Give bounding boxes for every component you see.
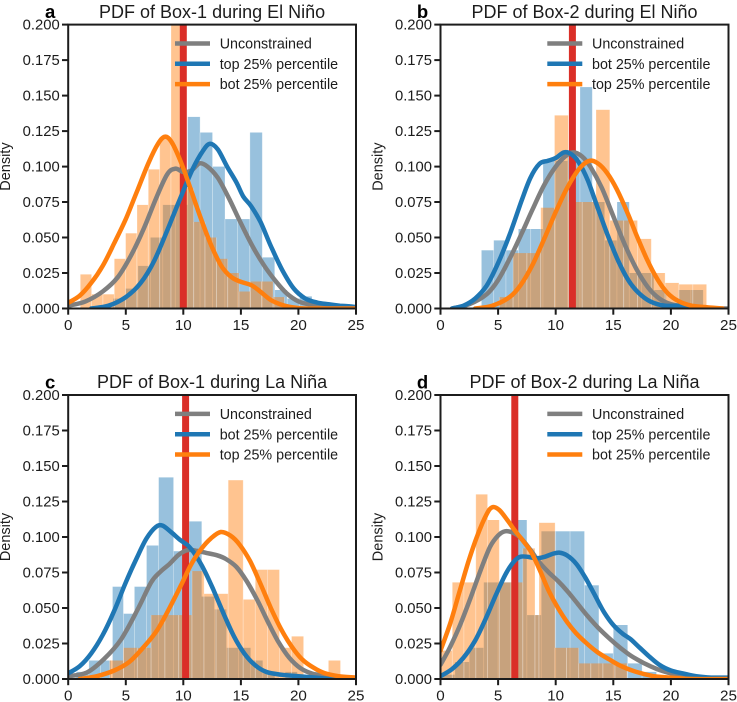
- svg-text:25: 25: [348, 688, 365, 702]
- svg-text:top 25% percentile: top 25% percentile: [592, 77, 710, 93]
- svg-text:5: 5: [122, 688, 130, 702]
- svg-text:0.125: 0.125: [395, 124, 432, 140]
- svg-text:top 25% percentile: top 25% percentile: [220, 448, 338, 464]
- svg-text:0.050: 0.050: [23, 231, 60, 247]
- svg-text:0.175: 0.175: [395, 424, 432, 440]
- svg-text:0.075: 0.075: [23, 566, 60, 582]
- svg-text:25: 25: [720, 688, 737, 702]
- svg-text:top 25% percentile: top 25% percentile: [220, 57, 338, 73]
- svg-text:0.000: 0.000: [23, 672, 60, 688]
- svg-text:Density: Density: [0, 512, 14, 561]
- svg-text:0.150: 0.150: [23, 89, 60, 105]
- svg-text:0.075: 0.075: [395, 566, 432, 582]
- svg-text:0.000: 0.000: [23, 302, 60, 318]
- svg-text:0: 0: [436, 317, 444, 334]
- svg-text:Density: Density: [370, 512, 386, 561]
- svg-text:0.125: 0.125: [23, 124, 60, 140]
- svg-text:10: 10: [175, 688, 192, 702]
- svg-text:Density: Density: [0, 142, 14, 191]
- svg-text:0.200: 0.200: [23, 18, 60, 34]
- svg-text:15: 15: [232, 317, 249, 334]
- svg-text:PDF of Box-2 during La Niña: PDF of Box-2 during La Niña: [469, 372, 700, 392]
- svg-text:0.025: 0.025: [395, 637, 432, 653]
- svg-text:Density: Density: [370, 142, 386, 191]
- svg-text:25: 25: [348, 317, 365, 334]
- svg-text:bot 25% percentile: bot 25% percentile: [592, 57, 710, 73]
- svg-text:0.050: 0.050: [395, 601, 432, 617]
- svg-text:0.175: 0.175: [395, 53, 432, 69]
- svg-text:d: d: [417, 372, 428, 393]
- svg-text:0.175: 0.175: [23, 53, 60, 69]
- svg-text:top 25% percentile: top 25% percentile: [592, 427, 710, 443]
- svg-text:0.025: 0.025: [23, 266, 60, 282]
- svg-text:15: 15: [232, 688, 249, 702]
- svg-text:bot 25% percentile: bot 25% percentile: [592, 448, 710, 464]
- svg-text:0.175: 0.175: [23, 424, 60, 440]
- svg-text:10: 10: [547, 688, 564, 702]
- svg-text:bot 25% percentile: bot 25% percentile: [220, 77, 338, 93]
- svg-text:0.150: 0.150: [395, 459, 432, 475]
- svg-text:0.075: 0.075: [395, 195, 432, 211]
- svg-text:5: 5: [494, 688, 502, 702]
- svg-text:0: 0: [64, 688, 72, 702]
- svg-text:15: 15: [605, 688, 622, 702]
- svg-text:20: 20: [662, 688, 679, 702]
- svg-text:0.000: 0.000: [395, 672, 432, 688]
- svg-text:15: 15: [605, 317, 622, 334]
- svg-text:5: 5: [122, 317, 130, 334]
- svg-text:b: b: [417, 1, 428, 22]
- svg-text:PDF of Box-2 during El Niño: PDF of Box-2 during El Niño: [471, 2, 697, 22]
- svg-text:PDF of Box-1 during La Niña: PDF of Box-1 during La Niña: [97, 372, 328, 392]
- svg-text:0.025: 0.025: [395, 266, 432, 282]
- svg-text:Unconstrained: Unconstrained: [220, 407, 312, 423]
- svg-text:Unconstrained: Unconstrained: [592, 37, 684, 53]
- svg-text:0.125: 0.125: [395, 495, 432, 511]
- svg-text:0.100: 0.100: [395, 530, 432, 546]
- svg-text:0.050: 0.050: [23, 601, 60, 617]
- svg-text:0.150: 0.150: [395, 89, 432, 105]
- svg-text:0.000: 0.000: [395, 302, 432, 318]
- svg-text:0.200: 0.200: [23, 388, 60, 404]
- svg-text:20: 20: [290, 688, 307, 702]
- svg-text:0.100: 0.100: [23, 530, 60, 546]
- svg-text:25: 25: [720, 317, 737, 334]
- svg-text:0.100: 0.100: [23, 160, 60, 176]
- svg-text:0.100: 0.100: [395, 160, 432, 176]
- svg-text:c: c: [45, 372, 55, 393]
- svg-text:Unconstrained: Unconstrained: [592, 407, 684, 423]
- svg-text:20: 20: [290, 317, 307, 334]
- svg-text:Unconstrained: Unconstrained: [220, 37, 312, 53]
- svg-text:20: 20: [662, 317, 679, 334]
- svg-text:10: 10: [175, 317, 192, 334]
- svg-text:0.050: 0.050: [395, 231, 432, 247]
- svg-text:a: a: [45, 1, 56, 22]
- svg-text:0.150: 0.150: [23, 459, 60, 475]
- svg-text:0.125: 0.125: [23, 495, 60, 511]
- svg-text:PDF of Box-1 during El Niño: PDF of Box-1 during El Niño: [99, 2, 325, 22]
- svg-text:0.200: 0.200: [395, 388, 432, 404]
- svg-text:10: 10: [547, 317, 564, 334]
- svg-text:0.025: 0.025: [23, 637, 60, 653]
- svg-text:5: 5: [494, 317, 502, 334]
- svg-text:0.200: 0.200: [395, 18, 432, 34]
- svg-text:0.075: 0.075: [23, 195, 60, 211]
- svg-text:0: 0: [64, 317, 72, 334]
- svg-text:bot 25% percentile: bot 25% percentile: [220, 427, 338, 443]
- svg-text:0: 0: [436, 688, 444, 702]
